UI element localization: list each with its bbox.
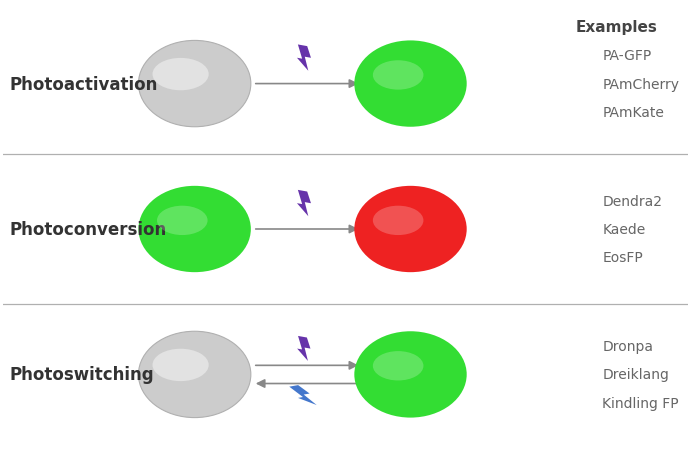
Text: Dronpa: Dronpa <box>603 340 653 353</box>
Ellipse shape <box>139 331 251 418</box>
Text: PAmKate: PAmKate <box>603 106 664 119</box>
Ellipse shape <box>354 186 467 273</box>
Ellipse shape <box>354 331 467 418</box>
Polygon shape <box>289 385 316 405</box>
Polygon shape <box>297 45 311 72</box>
Ellipse shape <box>373 206 424 235</box>
Ellipse shape <box>373 61 424 90</box>
Ellipse shape <box>139 41 251 128</box>
Ellipse shape <box>139 186 251 273</box>
Ellipse shape <box>153 349 209 381</box>
Text: Dreiklang: Dreiklang <box>603 368 669 381</box>
Text: Photoswitching: Photoswitching <box>10 366 154 384</box>
Text: PA-GFP: PA-GFP <box>603 49 652 63</box>
Ellipse shape <box>153 59 209 91</box>
Text: Photoactivation: Photoactivation <box>10 75 158 93</box>
Ellipse shape <box>373 351 424 381</box>
Text: Photoconversion: Photoconversion <box>10 220 167 239</box>
Text: EosFP: EosFP <box>603 251 643 264</box>
Text: Examples: Examples <box>575 20 657 35</box>
Text: Dendra2: Dendra2 <box>603 195 662 208</box>
Ellipse shape <box>157 206 208 235</box>
Polygon shape <box>298 336 311 361</box>
Text: Kaede: Kaede <box>603 223 645 236</box>
Text: PAmCherry: PAmCherry <box>603 78 680 91</box>
Ellipse shape <box>354 41 467 128</box>
Polygon shape <box>297 190 311 217</box>
Text: Kindling FP: Kindling FP <box>603 396 679 410</box>
